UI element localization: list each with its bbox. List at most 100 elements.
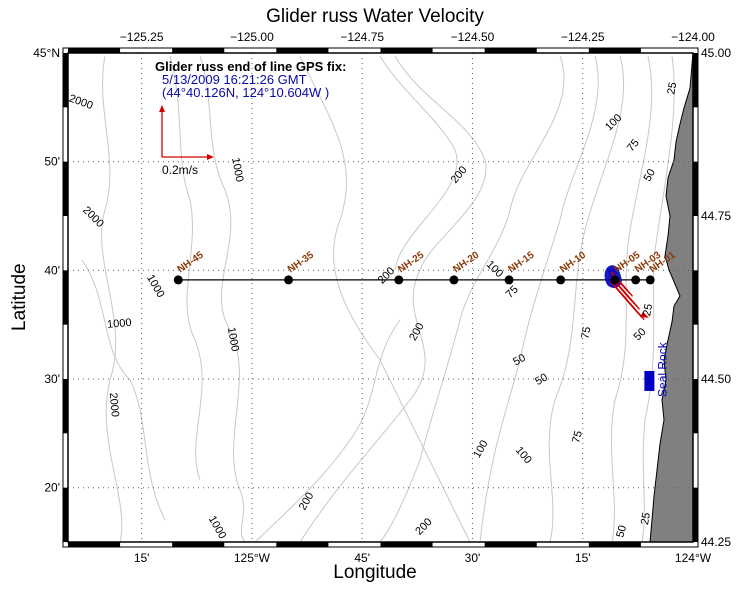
contour-label: 1000 — [229, 157, 245, 183]
contour-label: 2000 — [107, 392, 121, 417]
land-mass — [649, 52, 694, 543]
frame-segment — [380, 542, 433, 547]
velocity-vector — [613, 284, 645, 321]
contour-label: 25 — [665, 81, 679, 95]
glider-track-path — [606, 267, 620, 271]
contour-line — [299, 55, 471, 543]
contour-line — [199, 55, 246, 543]
contour-label: 200 — [297, 490, 317, 512]
contour-label: 50 — [632, 326, 649, 343]
contour-label: 25 — [639, 512, 653, 526]
tick-label-bottom: 15' — [575, 551, 591, 565]
contour-label: 1000 — [225, 326, 241, 352]
tick-label-bottom: 45' — [354, 551, 370, 565]
tick-label-bottom: 30' — [465, 551, 481, 565]
contour-label: 200 — [407, 321, 427, 343]
contour-line — [81, 259, 166, 521]
tick-label-left: 20' — [44, 481, 60, 495]
station-marker — [449, 275, 459, 285]
contour-label: 75 — [570, 429, 585, 444]
frame-segment — [172, 542, 225, 547]
contour-label: 1000 — [144, 273, 167, 300]
frame-segment — [68, 48, 121, 53]
velocity-scale-arrows — [159, 105, 214, 160]
tick-label-top: −124.25 — [561, 30, 605, 44]
frame-segment — [63, 53, 68, 108]
tick-label-left: 45°N — [33, 46, 60, 60]
station-label: NH-15 — [506, 250, 536, 276]
gps-fix-info: Glider russ end of line GPS fix: 5/13/20… — [155, 60, 475, 99]
contour-line — [379, 55, 565, 543]
gps-fix-heading: Glider russ end of line GPS fix: — [155, 59, 347, 74]
frame-segment — [172, 48, 225, 53]
station-marker — [645, 275, 655, 285]
contour-label: 2000 — [67, 93, 94, 113]
station-label: NH-35 — [286, 250, 316, 276]
frame-segment — [693, 487, 698, 542]
contour-label: 75 — [625, 137, 642, 154]
contour-line — [169, 55, 203, 481]
velocity-scale-label: 0.2m/s — [162, 163, 199, 177]
station-marker — [394, 275, 404, 285]
contour-line — [641, 55, 675, 543]
contour-label: 1000 — [206, 514, 229, 541]
tick-label-right: 44.75 — [701, 209, 731, 223]
contour-line — [379, 55, 458, 271]
map-frame — [62, 47, 699, 548]
frame-segment — [63, 379, 68, 434]
contour-label: 50 — [614, 524, 629, 539]
contour-label: 50 — [533, 371, 550, 388]
contour-line — [548, 55, 625, 543]
tick-label-top: −124.50 — [451, 30, 495, 44]
y-axis-label: Latitude — [9, 263, 30, 331]
land-coastline — [649, 52, 694, 543]
grid-lines — [68, 53, 693, 542]
gps-fix-position: (44°40.126N, 124°10.604W ) — [162, 85, 330, 100]
tick-label-left: 30' — [44, 372, 60, 386]
frame-segment — [693, 270, 698, 325]
contour-line — [299, 55, 487, 543]
station-marker — [284, 275, 294, 285]
seal-rock: Seal Rock — [644, 341, 669, 397]
figure-title: Glider russ Water Velocity — [266, 6, 484, 27]
frame-segment — [484, 542, 537, 547]
frame-segment — [588, 48, 641, 53]
tick-label-top: −124.00 — [671, 30, 715, 44]
station-marker — [610, 275, 620, 285]
tick-label-right: 44.50 — [701, 372, 731, 386]
frame-segment — [484, 48, 537, 53]
tick-label-right: 45.00 — [701, 46, 731, 60]
contour-labels: 2000100020001000100010002000100020020020… — [67, 81, 679, 541]
station-marker — [173, 275, 183, 285]
station-marker — [631, 275, 641, 285]
contour-label: 100 — [603, 112, 624, 133]
tick-label-top: −125.00 — [230, 30, 274, 44]
frame-segment — [63, 487, 68, 542]
contour-line — [479, 55, 599, 543]
gps-fix-time: 5/13/2009 16:21:26 GMT — [162, 72, 307, 87]
contour-line — [254, 319, 401, 543]
x-axis-label: Longitude — [333, 562, 417, 583]
contour-line — [101, 55, 123, 543]
frame-segment — [693, 161, 698, 216]
seal-rock-label: Seal Rock — [655, 341, 669, 397]
contour-label: 200 — [376, 265, 397, 286]
scale-arrowhead-north — [159, 105, 165, 112]
tick-label-bottom: 125°W — [234, 551, 271, 565]
station-label: NH-20 — [451, 250, 481, 276]
tick-label-top: −124.75 — [340, 30, 384, 44]
frame-segment — [380, 48, 433, 53]
tick-label-bottom: 124°W — [675, 551, 712, 565]
frame-segment — [63, 270, 68, 325]
contour-line — [610, 55, 653, 543]
contour-label: 75 — [579, 326, 593, 340]
tick-label-left: 40' — [44, 263, 60, 277]
tick-label-left: 50' — [44, 155, 60, 169]
tick-label-right: 44.25 — [701, 535, 731, 549]
velocity-arrowhead — [639, 311, 649, 318]
station-marker — [556, 275, 566, 285]
contour-label: 200 — [413, 516, 434, 537]
frame-segment — [693, 379, 698, 434]
seal-rock-marker — [644, 370, 655, 391]
